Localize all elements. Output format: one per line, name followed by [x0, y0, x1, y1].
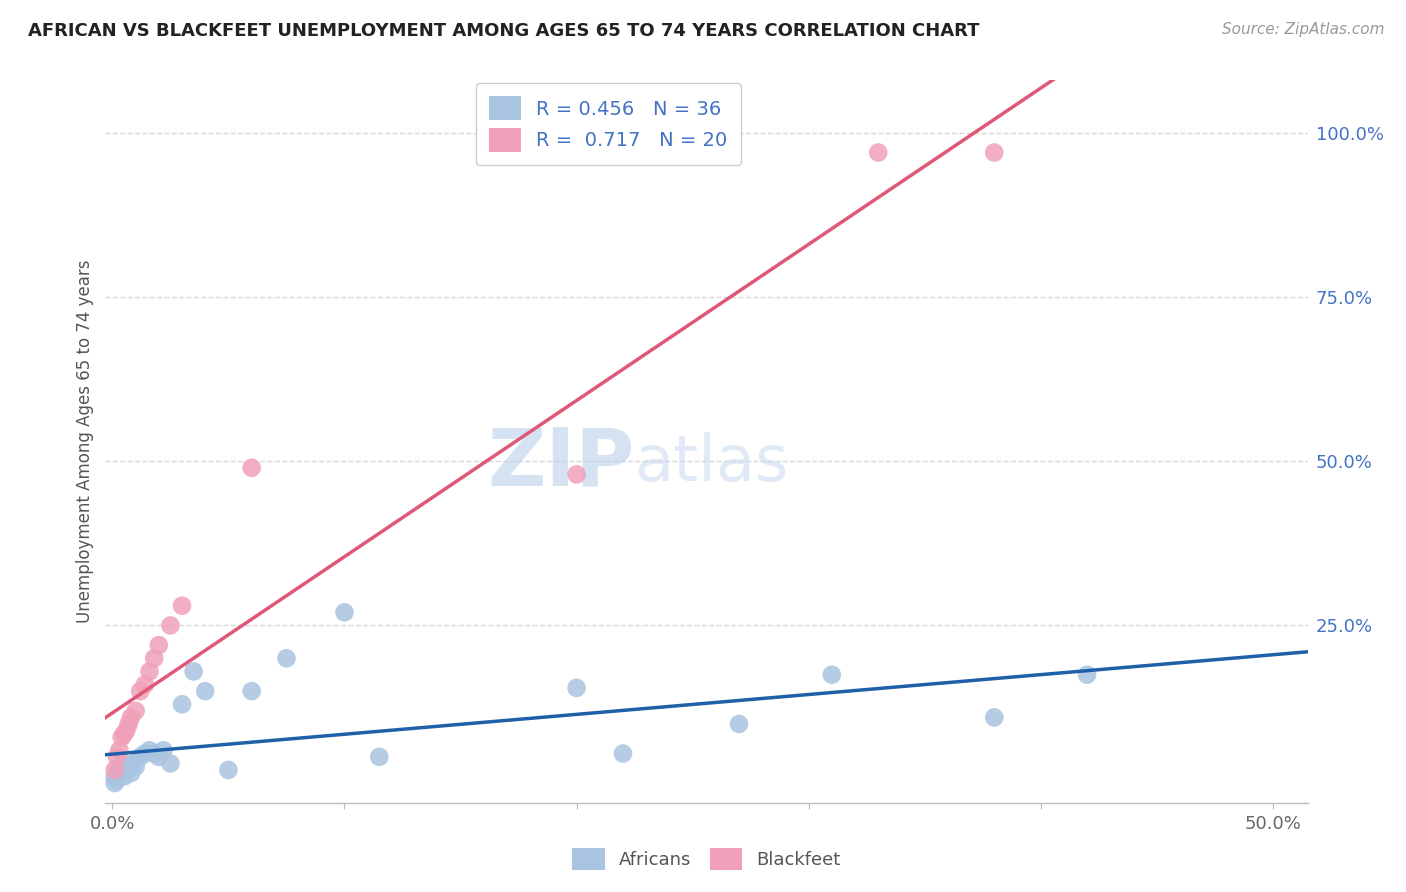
- Point: [111, 766, 134, 780]
- Text: atlas: atlas: [634, 433, 789, 494]
- Point: [148, 749, 170, 764]
- Point: [143, 747, 166, 761]
- Point: [821, 667, 844, 681]
- Point: [143, 651, 166, 665]
- Point: [152, 743, 174, 757]
- Point: [120, 710, 142, 724]
- Point: [129, 684, 152, 698]
- Point: [565, 681, 588, 695]
- Text: AFRICAN VS BLACKFEET UNEMPLOYMENT AMONG AGES 65 TO 74 YEARS CORRELATION CHART: AFRICAN VS BLACKFEET UNEMPLOYMENT AMONG …: [28, 22, 980, 40]
- Point: [170, 599, 193, 613]
- Point: [612, 747, 634, 761]
- Point: [138, 743, 160, 757]
- Point: [217, 763, 239, 777]
- Point: [115, 723, 138, 738]
- Point: [129, 749, 152, 764]
- Point: [868, 145, 890, 160]
- Point: [104, 763, 127, 777]
- Point: [170, 698, 193, 712]
- Point: [240, 684, 263, 698]
- Point: [104, 770, 127, 784]
- Point: [124, 760, 146, 774]
- Point: [112, 727, 135, 741]
- Point: [983, 145, 1005, 160]
- Point: [728, 717, 751, 731]
- Point: [159, 756, 181, 771]
- Point: [134, 677, 156, 691]
- Point: [183, 665, 205, 679]
- Point: [111, 730, 134, 744]
- Point: [333, 605, 356, 619]
- Point: [118, 760, 141, 774]
- Point: [983, 710, 1005, 724]
- Point: [194, 684, 217, 698]
- Point: [108, 770, 131, 784]
- Y-axis label: Unemployment Among Ages 65 to 74 years: Unemployment Among Ages 65 to 74 years: [76, 260, 94, 624]
- Point: [115, 763, 138, 777]
- Text: Source: ZipAtlas.com: Source: ZipAtlas.com: [1222, 22, 1385, 37]
- Point: [122, 756, 145, 771]
- Point: [104, 776, 127, 790]
- Point: [368, 749, 391, 764]
- Point: [105, 749, 128, 764]
- Point: [111, 760, 134, 774]
- Point: [120, 766, 142, 780]
- Point: [124, 704, 146, 718]
- Point: [240, 460, 263, 475]
- Point: [148, 638, 170, 652]
- Text: ZIP: ZIP: [486, 425, 634, 502]
- Point: [276, 651, 298, 665]
- Point: [138, 665, 160, 679]
- Point: [159, 618, 181, 632]
- Point: [134, 747, 156, 761]
- Point: [1076, 667, 1098, 681]
- Point: [105, 766, 128, 780]
- Point: [105, 772, 128, 787]
- Point: [112, 770, 135, 784]
- Point: [108, 743, 131, 757]
- Point: [118, 717, 141, 731]
- Point: [112, 756, 135, 771]
- Point: [565, 467, 588, 482]
- Point: [108, 763, 131, 777]
- Legend: Africans, Blackfeet: Africans, Blackfeet: [565, 840, 848, 877]
